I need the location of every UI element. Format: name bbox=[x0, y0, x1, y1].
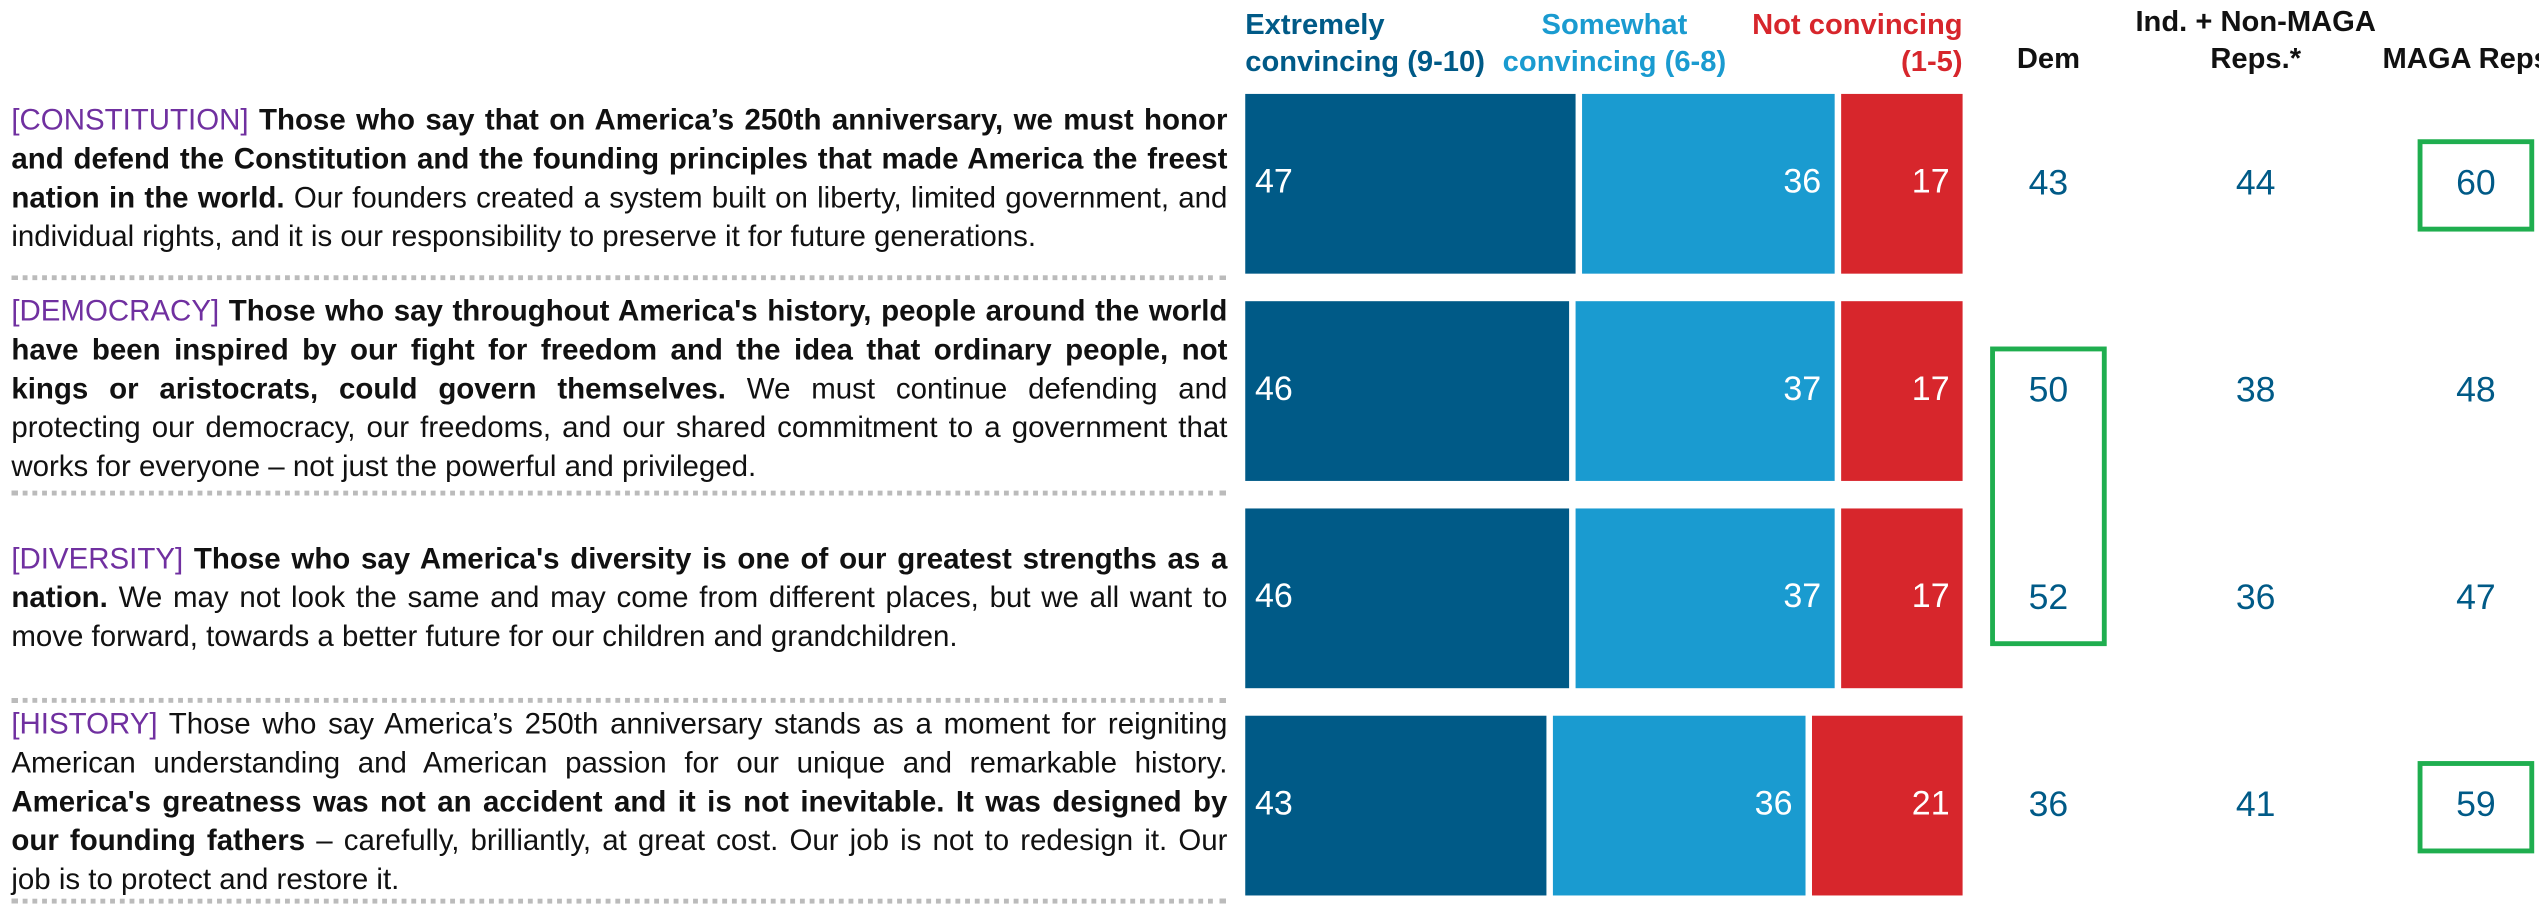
statement-part: Those who say throughout America's histo… bbox=[11, 293, 1228, 405]
statement-part: Those who say America's diversity is one… bbox=[11, 541, 1228, 613]
group-value: 47 bbox=[2456, 576, 2496, 617]
bar-label: 17 bbox=[1911, 163, 1950, 201]
statement-tag: [HISTORY] bbox=[11, 706, 158, 740]
statement-part: We must continue defending and protectin… bbox=[11, 371, 1228, 482]
bar-label: 17 bbox=[1911, 578, 1950, 616]
bar-segment bbox=[1840, 508, 1963, 689]
group-value: 41 bbox=[2235, 783, 2276, 825]
divider bbox=[11, 490, 1226, 496]
statement-tag: [DEMOCRACY] bbox=[11, 293, 220, 327]
statement-part: America's greatness was not an accident … bbox=[11, 784, 1228, 856]
series-header: Somewhat convincing (6-8) bbox=[1502, 8, 1727, 78]
series-header: Extremely convincing (9-10) bbox=[1245, 8, 1485, 78]
bar-segment bbox=[1245, 715, 1548, 896]
bar-label: 37 bbox=[1783, 370, 1822, 409]
statement-part: Those who say that on America’s 250th an… bbox=[11, 103, 1228, 214]
series-header: Not convincing (1-5) bbox=[1752, 8, 1963, 78]
highlight-box bbox=[2417, 761, 2535, 854]
group-value: 50 bbox=[2028, 369, 2069, 410]
statement-tag: [CONSTITUTION] bbox=[11, 103, 249, 137]
bar-segment bbox=[1575, 508, 1835, 689]
group-value: 59 bbox=[2456, 783, 2496, 825]
bar-label: 36 bbox=[1783, 163, 1822, 201]
statement-text: [DIVERSITY] Those who say America's dive… bbox=[11, 538, 1227, 655]
statement: [CONSTITUTION] Those who say that on Ame… bbox=[11, 81, 1227, 275]
statement-text: [CONSTITUTION] Those who say that on Ame… bbox=[11, 100, 1227, 255]
divider bbox=[11, 275, 1226, 281]
group-header: MAGA Reps.* bbox=[2382, 42, 2539, 75]
group-header: Ind. + Non-MAGA Reps.* bbox=[2135, 4, 2376, 75]
bar-label: 46 bbox=[1254, 370, 1293, 409]
group-value: 60 bbox=[2456, 161, 2496, 203]
statement-part: Our founders created a system built on l… bbox=[11, 181, 1228, 253]
statement-tag: [DIVERSITY] bbox=[11, 541, 184, 575]
bar-label: 43 bbox=[1254, 785, 1293, 823]
group-value: 48 bbox=[2456, 369, 2496, 410]
statement: [HISTORY] Those who say America’s 250th … bbox=[11, 703, 1227, 899]
bar-segment bbox=[1245, 508, 1569, 689]
statement-part: – carefully, brilliantly, at great cost.… bbox=[11, 823, 1228, 895]
bar-segment bbox=[1840, 301, 1963, 481]
group-header: Dem bbox=[2016, 42, 2080, 75]
group-value: 36 bbox=[2028, 783, 2069, 825]
bar-label: 47 bbox=[1254, 163, 1293, 201]
bar-label: 37 bbox=[1783, 578, 1822, 616]
bar-label: 21 bbox=[1911, 785, 1950, 823]
group-value: 44 bbox=[2235, 161, 2276, 203]
bar-label: 17 bbox=[1911, 370, 1950, 409]
statement-part: Those who say America’s 250th anniversar… bbox=[11, 706, 1228, 779]
bar-segment bbox=[1582, 93, 1835, 274]
bar-segment bbox=[1245, 93, 1576, 274]
statement: [DEMOCRACY] Those who say throughout Ame… bbox=[11, 285, 1227, 491]
highlight-box bbox=[1990, 346, 2107, 647]
divider bbox=[11, 697, 1226, 703]
group-value: 38 bbox=[2235, 369, 2276, 410]
statement-text: [DEMOCRACY] Those who say throughout Ame… bbox=[11, 291, 1227, 485]
group-value: 43 bbox=[2028, 161, 2069, 203]
statement: [DIVERSITY] Those who say America's dive… bbox=[11, 496, 1227, 698]
bar-label: 36 bbox=[1754, 785, 1793, 823]
group-value: 52 bbox=[2028, 576, 2069, 617]
bar-segment bbox=[1811, 715, 1963, 896]
bar-segment bbox=[1575, 301, 1835, 481]
statement-part: We may not look the same and may come fr… bbox=[11, 580, 1228, 652]
highlight-box bbox=[2417, 139, 2535, 232]
bar-label: 46 bbox=[1254, 578, 1293, 616]
bar-segment bbox=[1245, 301, 1569, 481]
divider bbox=[11, 898, 1226, 904]
group-value: 36 bbox=[2235, 576, 2276, 617]
bar-segment bbox=[1840, 93, 1963, 274]
statement-text: [HISTORY] Those who say America’s 250th … bbox=[11, 704, 1227, 898]
bar-segment bbox=[1553, 715, 1806, 896]
